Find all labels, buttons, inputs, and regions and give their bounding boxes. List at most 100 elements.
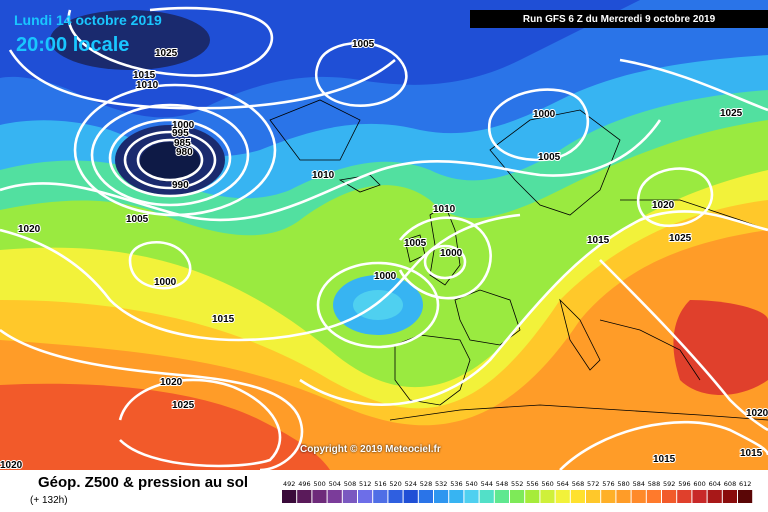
- legend-swatch: [388, 490, 403, 503]
- isobar-label: 1000: [172, 120, 195, 131]
- legend-swatch: [677, 490, 692, 503]
- legend-value: 492: [283, 480, 295, 488]
- legend-swatch: [570, 490, 585, 503]
- isobars: [0, 6, 768, 470]
- legend-value: 536: [450, 480, 462, 488]
- forecast-date: Lundi 14 octobre 2019: [14, 12, 162, 28]
- isobar-label: 1015: [587, 235, 610, 246]
- isobar-label: 1010: [136, 80, 159, 91]
- legend-value: 520: [389, 480, 401, 488]
- legend-swatch: [282, 490, 297, 503]
- isobar-labels: 1025 1015 1010 1005 1000 995 985 980 990…: [0, 38, 768, 470]
- model-run-label: Run GFS 6 Z du Mercredi 9 octobre 2019: [470, 10, 768, 28]
- isobar-label: 1005: [126, 214, 149, 225]
- coast-africa: [389, 404, 768, 421]
- legend-value: 568: [572, 480, 584, 488]
- forecast-time: 20:00 locale: [16, 34, 130, 56]
- isobar-label: 1015: [740, 448, 763, 459]
- coast-greenland: [269, 99, 361, 161]
- coast-balkans: [599, 319, 701, 381]
- legend-swatch: [707, 490, 722, 503]
- legend-value: 512: [359, 480, 371, 488]
- legend-value: 544: [481, 480, 493, 488]
- legend-swatch: [586, 490, 601, 503]
- legend-swatch: [479, 490, 494, 503]
- field-red-east: [673, 300, 768, 395]
- isobar-line: [118, 378, 282, 468]
- isobar-label: 1015: [212, 314, 235, 325]
- legend-swatch: [601, 490, 616, 503]
- legend-swatch: [403, 490, 418, 503]
- legend-swatch: [738, 490, 753, 503]
- legend-swatch: [373, 490, 388, 503]
- isobar-line: [8, 49, 396, 110]
- isobar-line: [0, 119, 662, 222]
- legend-value: 560: [541, 480, 553, 488]
- isobar-line: [398, 216, 492, 300]
- legend-value: 576: [602, 480, 614, 488]
- legend-value: 596: [678, 480, 690, 488]
- legend-swatch: [510, 490, 525, 503]
- isobar-label: 980: [176, 147, 193, 158]
- legend-value: 608: [724, 480, 736, 488]
- legend-swatch: [631, 490, 646, 503]
- isobar-ring: [316, 261, 440, 349]
- legend-value: 528: [420, 480, 432, 488]
- isobar-line: [128, 241, 192, 290]
- legend-swatch: [555, 490, 570, 503]
- legend-swatch: [297, 490, 312, 503]
- legend-value: 564: [557, 480, 569, 488]
- legend-swatch: [464, 490, 479, 503]
- isobar-label: 995: [172, 128, 189, 139]
- isobar-label: 1025: [155, 48, 178, 59]
- isobar-label: 1020: [160, 377, 183, 388]
- legend-swatch: [449, 490, 464, 503]
- legend-value: 556: [526, 480, 538, 488]
- color-scale-legend: 492 496 500 504 508 512 516 520 524 528 532 536 540 5…: [282, 480, 753, 503]
- legend-swatch: [692, 490, 707, 503]
- isobar-label: 1020: [18, 224, 41, 235]
- isobar-label: 1015: [133, 70, 156, 81]
- isobar-line: [619, 58, 768, 112]
- isobar-label: 1020: [746, 408, 768, 419]
- isobar-label: 1020: [0, 460, 23, 470]
- isobar-label: 1010: [433, 204, 456, 215]
- field-red-orange: [0, 383, 330, 470]
- legend-value: 588: [648, 480, 660, 488]
- isobar-line: [299, 210, 768, 406]
- isobar-label: 1010: [312, 170, 335, 181]
- legend-value: 496: [298, 480, 310, 488]
- legend-swatch: [616, 490, 631, 503]
- field-low-north: [50, 10, 210, 70]
- isobar-line: [487, 88, 590, 162]
- isobar-label: 1005: [538, 152, 561, 163]
- legend-swatch: [646, 490, 661, 503]
- isobar-label: 985: [174, 138, 191, 149]
- isobar-line: [0, 328, 304, 470]
- legend-value: 552: [511, 480, 523, 488]
- legend-swatch: [722, 490, 737, 503]
- isobar-label: 1025: [669, 233, 692, 244]
- legend-value: 516: [374, 480, 386, 488]
- isobar-line: [314, 41, 408, 107]
- legend-value: 540: [465, 480, 477, 488]
- coast-scandinavia: [489, 109, 621, 216]
- isobar-label: 1005: [352, 39, 375, 50]
- legend-value: 524: [405, 480, 417, 488]
- legend-swatch: [342, 490, 357, 503]
- isobar-label: 1000: [533, 109, 556, 120]
- isobar-ring: [423, 244, 467, 280]
- legend-value: 580: [617, 480, 629, 488]
- legend-value: 600: [693, 480, 705, 488]
- legend-value: 504: [329, 480, 341, 488]
- isobar-line: [67, 6, 273, 77]
- coast-iberia: [394, 334, 471, 406]
- map-title: Géop. Z500 & pression au sol: [38, 474, 249, 491]
- copyright: Copyright © 2019 Meteociel.fr: [300, 444, 441, 455]
- legend-value: 584: [633, 480, 645, 488]
- legend-value: 592: [663, 480, 675, 488]
- legend-swatch: [494, 490, 509, 503]
- legend-swatch: [525, 490, 540, 503]
- legend-swatch: [358, 490, 373, 503]
